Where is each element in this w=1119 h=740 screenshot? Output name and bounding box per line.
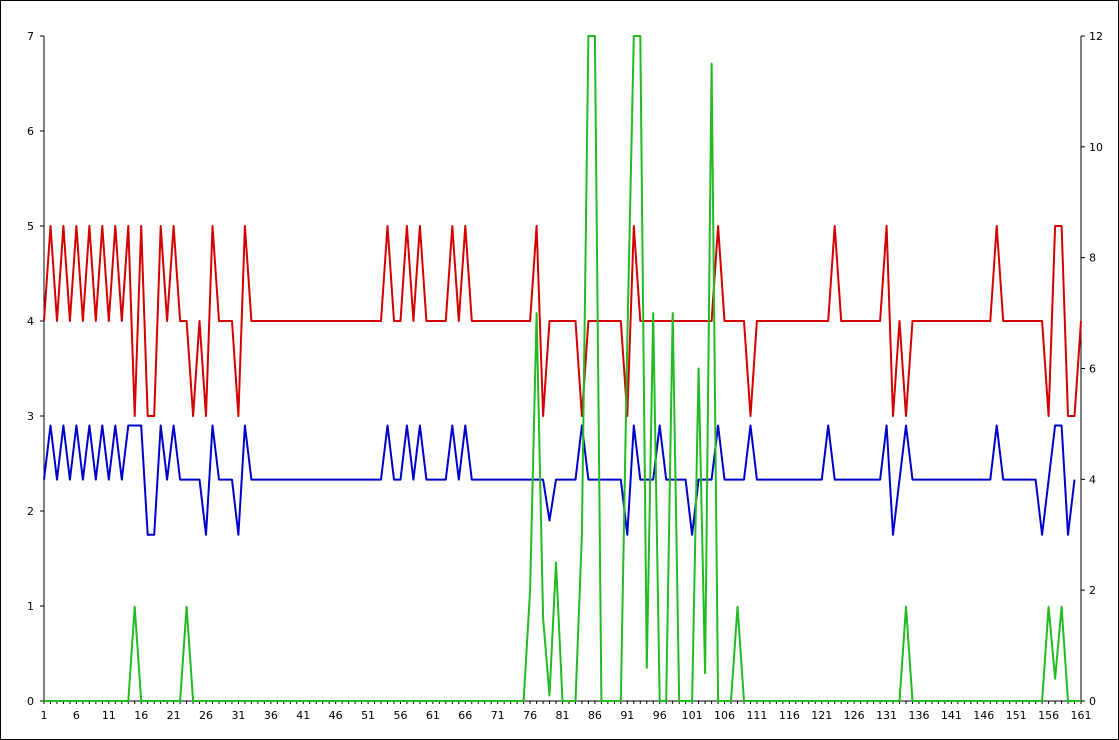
- x-tick-label: 156: [1038, 709, 1059, 722]
- x-tick-label: 111: [746, 709, 767, 722]
- x-tick-label: 31: [231, 709, 245, 722]
- left-tick-label: 4: [27, 315, 34, 328]
- x-tick-label: 66: [458, 709, 472, 722]
- left-tick-label: 5: [27, 220, 34, 233]
- right-tick-label: 10: [1089, 141, 1103, 154]
- right-tick-label: 8: [1089, 252, 1096, 265]
- right-tick-label: 4: [1089, 473, 1096, 486]
- x-tick-label: 36: [264, 709, 278, 722]
- right-tick-label: 0: [1089, 695, 1096, 708]
- x-tick-label: 46: [329, 709, 343, 722]
- series-line-1: [43, 225, 1082, 417]
- x-tick-label: 121: [811, 709, 832, 722]
- x-tick-label: 116: [779, 709, 800, 722]
- x-tick-label: 26: [199, 709, 213, 722]
- x-tick-label: 6: [73, 709, 80, 722]
- x-tick-label: 161: [1071, 709, 1092, 722]
- right-tick-label: 12: [1089, 30, 1103, 43]
- x-tick-label: 96: [653, 709, 667, 722]
- x-tick-label: 146: [973, 709, 994, 722]
- x-tick-label: 56: [393, 709, 407, 722]
- left-tick-label: 0: [27, 695, 34, 708]
- right-tick-label: 2: [1089, 584, 1096, 597]
- series-line-2: [43, 424, 1076, 536]
- x-tick-label: 71: [491, 709, 505, 722]
- x-tick-label: 16: [134, 709, 148, 722]
- x-tick-label: 61: [426, 709, 440, 722]
- left-y-axis: 0 1 2 3 4 5 6 7: [27, 30, 45, 708]
- x-tick-label: 41: [296, 709, 310, 722]
- x-tick-label: 11: [102, 709, 116, 722]
- left-tick-label: 7: [27, 30, 34, 43]
- left-tick-label: 3: [27, 410, 34, 423]
- series-layer: [43, 35, 1082, 702]
- x-tick-label: 76: [523, 709, 537, 722]
- x-tick-label: 106: [714, 709, 735, 722]
- x-tick-label: 1: [41, 709, 48, 722]
- right-tick-label: 6: [1089, 363, 1096, 376]
- x-tick-label: 81: [556, 709, 570, 722]
- x-tick-label: 126: [844, 709, 865, 722]
- x-tick-label: 91: [620, 709, 634, 722]
- right-y-axis: 0 2 4 6 8 10 12: [1080, 30, 1103, 708]
- x-tick-label: 131: [876, 709, 897, 722]
- x-tick-label: 141: [941, 709, 962, 722]
- left-tick-label: 1: [27, 600, 34, 613]
- x-axis: 1 6 11 16 21 26 31 36 41 46 51 56 61 66 71 76 81 86 91 96 10…: [41, 700, 1092, 722]
- x-tick-label: 51: [361, 709, 375, 722]
- x-tick-label: 151: [1006, 709, 1027, 722]
- series-line-3: [44, 35, 1081, 702]
- left-tick-label: 2: [27, 505, 34, 518]
- x-tick-label: 21: [167, 709, 181, 722]
- x-tick-label: 101: [682, 709, 703, 722]
- x-tick-label: 86: [588, 709, 602, 722]
- x-tick-label: 136: [908, 709, 929, 722]
- left-tick-label: 6: [27, 125, 34, 138]
